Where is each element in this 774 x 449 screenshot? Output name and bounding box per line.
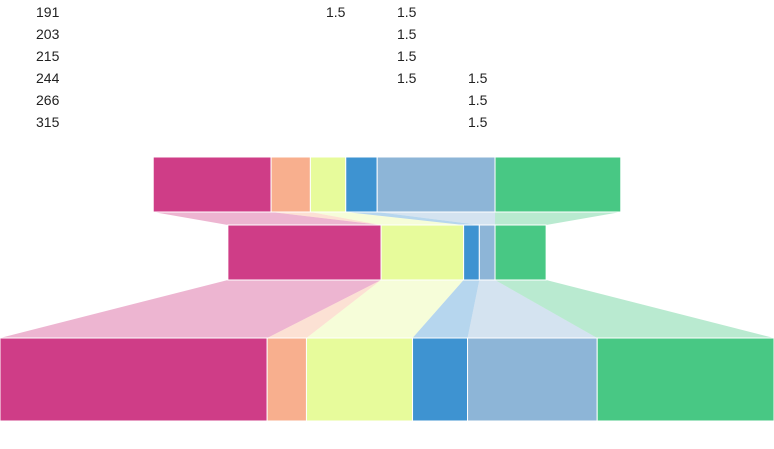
- connector-ribbon: [0, 280, 382, 338]
- band-segment: [270, 156, 311, 213]
- band-segment: [596, 337, 774, 422]
- connector-ribbon: [495, 212, 621, 225]
- band-segment: [494, 156, 622, 213]
- connector-ribbon: [153, 212, 382, 225]
- connector-ribbon: [345, 212, 480, 225]
- band-segment: [380, 224, 465, 281]
- band-segment: [494, 224, 547, 281]
- table-cell: 1.5: [468, 114, 488, 130]
- connector-ribbon: [495, 280, 774, 338]
- band-segment: [412, 337, 469, 422]
- row-label: 215: [36, 48, 60, 64]
- connector-ribbon: [267, 280, 382, 338]
- band-segment: [0, 337, 268, 422]
- band-segment: [478, 224, 496, 281]
- band-segment: [152, 156, 272, 213]
- connector-ribbon: [412, 280, 480, 338]
- row-label: 191: [36, 4, 60, 20]
- band-segment: [227, 224, 382, 281]
- row-label: 203: [36, 26, 60, 42]
- connector-ribbon: [310, 212, 464, 225]
- band-segment: [305, 337, 414, 422]
- table-cell: 1.5: [397, 26, 417, 42]
- row-label: 266: [36, 92, 60, 108]
- connector-ribbon: [306, 280, 464, 338]
- row-label: 315: [36, 114, 60, 130]
- table-cell: 1.5: [397, 48, 417, 64]
- band-segment: [309, 156, 347, 213]
- table-cell: 1.5: [468, 70, 488, 86]
- band-segment: [376, 156, 496, 213]
- table-cell: 1.5: [468, 92, 488, 108]
- table-cell: 1.5: [397, 70, 417, 86]
- connector-ribbon: [467, 280, 598, 338]
- band-segment: [266, 337, 307, 422]
- band-segment: [345, 156, 378, 213]
- table-cell: 1.5: [326, 4, 346, 20]
- band-segment: [467, 337, 598, 422]
- value-table: 191 1.5 1.5 203 1.5 215 1.5 244 1.5 1.5 266 1.5 315 1…: [0, 0, 774, 140]
- row-label: 244: [36, 70, 60, 86]
- connector-ribbon: [377, 212, 496, 225]
- table-cell: 1.5: [397, 4, 417, 20]
- band-segment: [463, 224, 480, 281]
- connector-ribbon: [271, 212, 382, 225]
